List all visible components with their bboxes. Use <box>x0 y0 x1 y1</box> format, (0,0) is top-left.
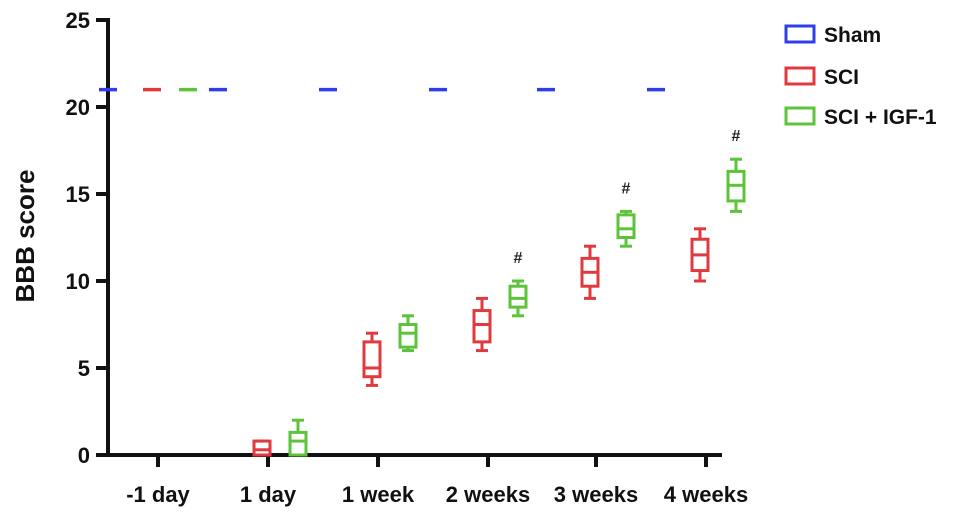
legend-swatch <box>784 24 816 44</box>
x-tick-label: -1 day <box>126 482 190 507</box>
axes: 0 5 10 15 20 25 -1 day 1 day 1 week 2 weeks 3 week… <box>66 8 749 507</box>
box-plot-sci-igf-1 <box>726 157 746 213</box>
box-iqr <box>362 340 382 379</box>
y-tick-label: 15 <box>66 182 90 207</box>
legend-label: SCI + IGF-1 <box>824 106 937 129</box>
legend: Sham SCI SCI + IGF-1 <box>784 24 937 129</box>
box-plot-sci-igf-1 <box>398 314 418 353</box>
plot-marks: # # # <box>99 87 746 457</box>
box-iqr <box>252 439 272 457</box>
x-tick-label: 1 day <box>240 482 297 507</box>
x-tick-label: 2 weeks <box>446 482 530 507</box>
legend-item: Sham <box>784 24 881 47</box>
box-plot-sci <box>362 331 382 387</box>
legend-item: SCI <box>784 66 859 89</box>
significance-marker: # <box>514 250 523 267</box>
box-plot-sci-igf-1 <box>288 418 308 457</box>
box-plot-sci-igf-1 <box>508 279 528 318</box>
box-plot-sci-igf-1 <box>616 209 636 248</box>
box-plot-sci <box>690 227 710 283</box>
y-tick-label: 0 <box>78 443 90 468</box>
x-tick-label: 4 weeks <box>664 482 748 507</box>
x-tick-label: 3 weeks <box>554 482 638 507</box>
legend-label: Sham <box>824 24 881 47</box>
y-tick-label: 10 <box>66 269 90 294</box>
box-iqr <box>616 213 636 240</box>
y-axis-label: BBB score <box>10 170 40 303</box>
x-tick-label: 1 week <box>342 482 415 507</box>
box-iqr <box>508 284 528 309</box>
significance-marker: # <box>622 180 631 197</box>
box-iqr <box>288 430 308 457</box>
y-tick-label: 20 <box>66 95 90 120</box>
legend-label: SCI <box>824 66 859 89</box>
legend-item: SCI + IGF-1 <box>784 106 937 129</box>
legend-swatch <box>784 66 816 86</box>
significance-marker: # <box>732 128 741 145</box>
box-plot-sci <box>252 439 272 457</box>
box-iqr <box>398 323 418 349</box>
box-plot-sci <box>580 244 600 300</box>
box-plot-sci <box>472 296 492 353</box>
legend-swatch <box>784 106 816 126</box>
y-tick-label: 25 <box>66 8 90 33</box>
y-tick-label: 5 <box>78 356 90 381</box>
box-iqr <box>472 309 492 344</box>
